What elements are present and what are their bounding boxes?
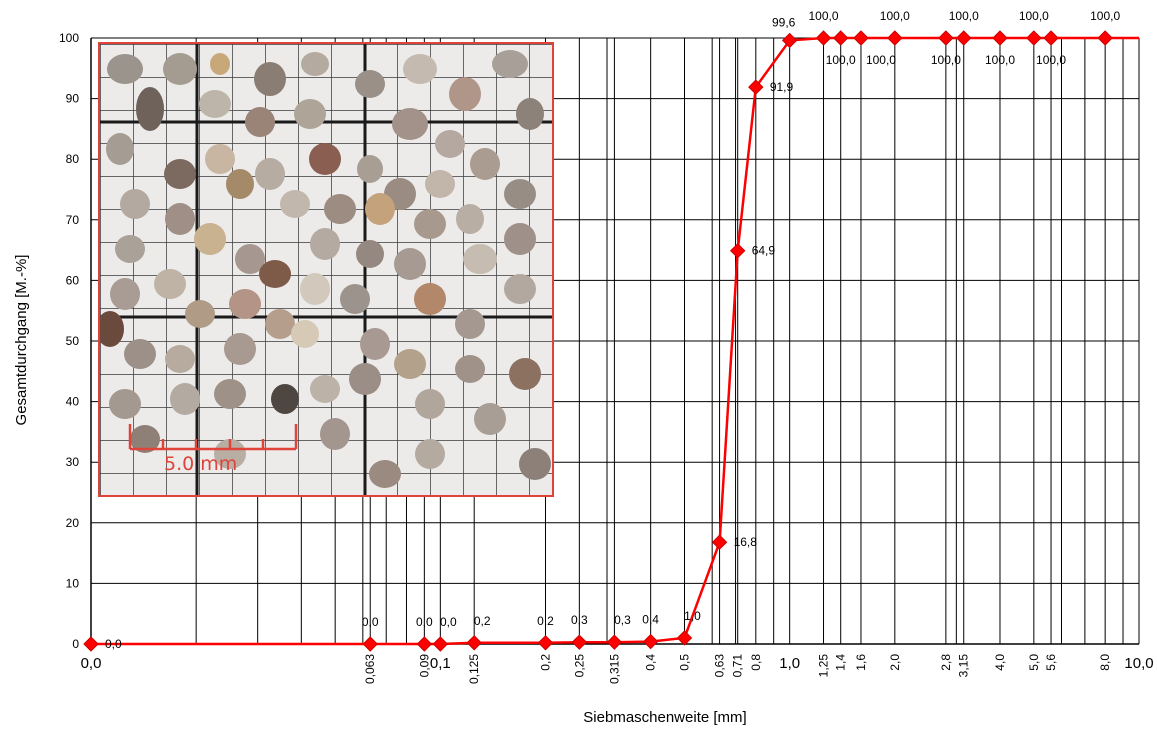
x-major-tick-label: 0,0 <box>81 655 102 672</box>
data-label: 0,0 <box>362 615 379 629</box>
data-point-marker <box>956 30 972 46</box>
y-tick-label: 10 <box>66 576 80 590</box>
x-sieve-tick-label: 0,8 <box>749 654 763 671</box>
x-sieve-tick-label: 0,71 <box>731 654 745 678</box>
data-point-marker <box>781 32 798 49</box>
sand-grain-photo: 5.0 mm <box>98 42 554 497</box>
data-label: 0,0 <box>416 615 433 629</box>
x-sieve-tick-label: 0,125 <box>467 654 481 684</box>
y-tick-label: 90 <box>66 92 80 106</box>
scale-bar <box>128 424 298 451</box>
x-sieve-tick-label: 0,09 <box>417 654 431 678</box>
sand-grains <box>100 50 551 488</box>
x-tick-labels: 0,0 0,1 1,0 10,0 0,063 0,09 0,125 0,2 0,25 0,315 0… <box>81 654 1154 684</box>
x-axis-title: Siebmaschenweite [mm] <box>583 709 746 726</box>
data-point-marker <box>853 30 869 46</box>
data-point-marker <box>992 30 1008 46</box>
x-sieve-tick-label: 3,15 <box>957 654 971 678</box>
data-label: 100,0 <box>931 53 961 67</box>
data-point-marker <box>606 634 623 650</box>
x-sieve-tick-label: 5,6 <box>1044 654 1058 671</box>
y-tick-label: 80 <box>66 152 80 166</box>
y-tick-label: 30 <box>66 455 80 469</box>
data-label: 0,3 <box>571 613 588 627</box>
series-line-group <box>83 30 1139 652</box>
data-label: 100,0 <box>1019 9 1049 23</box>
data-point-marker <box>432 636 449 652</box>
y-tick-label: 20 <box>66 516 80 530</box>
data-label: 0,0 <box>105 637 122 651</box>
data-label: 0,2 <box>537 614 554 628</box>
data-label: 99,6 <box>772 15 796 29</box>
y-tick-label: 40 <box>66 395 80 409</box>
data-label: 64,9 <box>752 244 776 258</box>
data-label: 91,9 <box>770 80 794 94</box>
x-sieve-tick-label: 1,6 <box>854 654 868 671</box>
data-point-marker <box>833 30 849 46</box>
x-sieve-tick-label: 0,4 <box>644 654 658 671</box>
data-point-marker <box>711 534 728 550</box>
x-sieve-tick-label: 0,315 <box>607 654 621 684</box>
data-label: 100,0 <box>809 9 839 23</box>
data-label: 0,4 <box>642 613 659 627</box>
data-label: 100,0 <box>826 53 856 67</box>
x-sieve-tick-label: 0,5 <box>678 654 692 671</box>
scale-bar-label: 5.0 mm <box>164 453 238 475</box>
x-sieve-tick-label: 5,0 <box>1027 654 1041 671</box>
data-point-marker <box>571 634 588 650</box>
data-label: 1,0 <box>684 609 701 623</box>
data-label: 100,0 <box>985 53 1015 67</box>
data-point-marker <box>1097 30 1113 46</box>
data-point-marker <box>642 633 659 650</box>
y-axis-title: Gesamtdurchgang [M.-%] <box>13 255 30 426</box>
data-label: 100,0 <box>880 9 910 23</box>
x-sieve-tick-label: 0,2 <box>538 654 552 671</box>
data-point-marker <box>416 636 433 652</box>
y-tick-labels: 0 10 20 30 40 50 60 70 80 90 100 <box>59 31 79 651</box>
data-point-marker <box>748 79 764 95</box>
data-point-marker <box>83 636 99 652</box>
data-label: 100,0 <box>1090 9 1120 23</box>
data-label: 100,0 <box>1036 53 1066 67</box>
y-tick-label: 60 <box>66 273 80 287</box>
x-sieve-tick-label: 0,63 <box>713 654 727 678</box>
data-point-marker <box>537 635 554 651</box>
data-labels: 0,0 0,0 0,0 0,0 0,2 0,2 0,3 0,3 0,4 1,0 16,8 64,9 91… <box>105 9 1120 651</box>
x-sieve-tick-label: 2,8 <box>939 654 953 671</box>
x-sieve-tick-label: 4,0 <box>993 654 1007 671</box>
x-sieve-tick-label: 0,25 <box>572 654 586 678</box>
x-major-tick-label: 1,0 <box>779 655 800 672</box>
x-sieve-tick-label: 0,063 <box>363 654 377 684</box>
x-sieve-tick-label: 1,25 <box>817 654 831 678</box>
data-label: 16,8 <box>734 535 758 549</box>
data-point-marker <box>1026 30 1042 46</box>
photo-image <box>100 44 552 495</box>
data-point-marker <box>1043 30 1059 46</box>
x-sieve-tick-label: 8,0 <box>1098 654 1112 671</box>
data-point-marker <box>729 242 746 259</box>
data-point-marker <box>887 30 903 46</box>
data-label: 0,0 <box>440 615 457 629</box>
data-point-marker <box>815 30 832 46</box>
data-label: 0,2 <box>474 614 491 628</box>
data-label: 0,3 <box>614 613 631 627</box>
x-major-tick-label: 0,1 <box>430 655 451 672</box>
y-tick-label: 100 <box>59 31 79 45</box>
x-major-tick-label: 10,0 <box>1124 655 1153 672</box>
x-sieve-tick-label: 1,4 <box>834 654 848 671</box>
y-tick-label: 0 <box>72 637 79 651</box>
y-tick-label: 70 <box>66 213 80 227</box>
data-label: 100,0 <box>949 9 979 23</box>
x-sieve-tick-label: 2,0 <box>888 654 902 671</box>
data-point-marker <box>938 30 954 46</box>
data-point-marker <box>362 636 378 652</box>
y-tick-label: 50 <box>66 334 80 348</box>
data-point-marker <box>466 635 482 651</box>
data-point-marker <box>676 630 693 646</box>
data-label: 100,0 <box>866 53 896 67</box>
